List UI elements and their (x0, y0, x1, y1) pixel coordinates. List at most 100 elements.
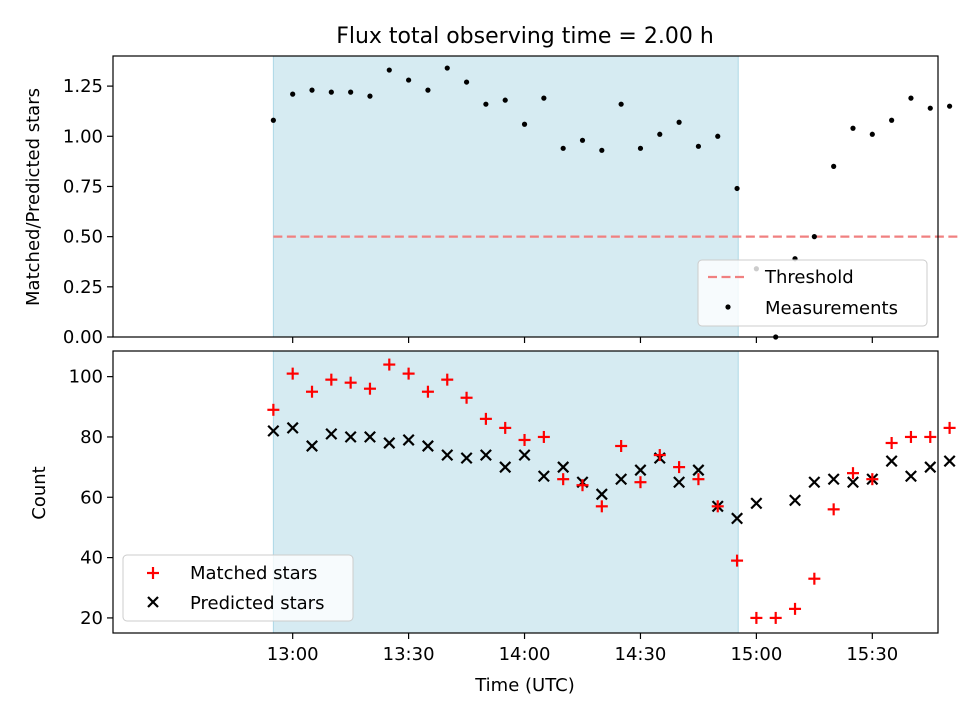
predicted-star-point (634, 464, 647, 477)
predicted-stroke (808, 476, 821, 489)
matched-star-point (286, 367, 299, 380)
matched-star-point (866, 473, 879, 486)
matched-star-point (557, 473, 570, 486)
predicted-stroke (847, 476, 859, 489)
y-tick-label: 0.50 (63, 227, 103, 248)
matched-star-point (499, 421, 512, 434)
measurement-point (908, 95, 914, 101)
measurement-point (831, 163, 837, 169)
count-y-axis-label: Count (29, 466, 50, 519)
predicted-star-point (808, 476, 821, 489)
predicted-star-point (789, 494, 802, 507)
measurement-point (463, 79, 470, 85)
predicted-stroke (518, 449, 531, 462)
predicted-star-point (479, 449, 492, 462)
measurement-point (695, 143, 702, 149)
ratio-axes-frame (112, 55, 939, 338)
legend-measurements-label: Measurements (765, 298, 898, 319)
ratio-legend: Threshold Measurements (697, 259, 928, 327)
predicted-star-point (537, 470, 550, 483)
matched-star-point (731, 554, 744, 567)
predicted-stroke (402, 433, 415, 446)
predicted-stroke (441, 449, 454, 462)
measurement-point (657, 131, 663, 137)
x-tick-label: 14:30 (615, 644, 667, 665)
measurement-point (715, 133, 721, 139)
predicted-star-point (499, 461, 512, 474)
predicted-stroke (363, 430, 376, 443)
predicted-star-point (306, 440, 318, 452)
measurement-point (811, 234, 817, 240)
predicted-star-point (460, 452, 473, 465)
x-tick-label: 15:00 (730, 644, 782, 665)
y-tick-label: 40 (80, 548, 103, 569)
count-y-ticks: 20 40 60 80 100 (69, 367, 113, 629)
measurement-point (270, 117, 276, 123)
y-tick-label: 20 (80, 608, 103, 629)
measurement-point (560, 145, 566, 151)
matched-star-point (537, 430, 550, 443)
ratio-x-ticks (292, 337, 873, 343)
measurement-point (541, 95, 547, 101)
matched-star-point (924, 430, 937, 443)
predicted-stroke (595, 488, 608, 501)
legend-predicted-swatch (147, 596, 159, 608)
measurement-point (406, 77, 412, 83)
matched-star-point (885, 436, 898, 449)
legend-matched-label: Matched stars (190, 563, 317, 584)
predicted-star-point (827, 473, 840, 486)
measurement-point (869, 131, 875, 137)
matched-star-point (441, 373, 454, 386)
predicted-stroke (306, 440, 318, 452)
matched-star-point (576, 479, 589, 492)
measurement-point (618, 101, 624, 107)
matched-star-point (789, 602, 802, 615)
matched-star-point (306, 385, 319, 398)
matched-star-point (711, 500, 724, 513)
matched-star-point (518, 433, 531, 446)
x-tick-label: 15:30 (846, 644, 898, 665)
predicted-stroke (904, 470, 917, 483)
matched-star-point (363, 382, 376, 395)
matched-star-point (904, 430, 917, 443)
predicted-star-point (286, 421, 299, 434)
predicted-star-point (904, 470, 917, 483)
count-points (267, 358, 956, 624)
predicted-stroke (325, 427, 338, 440)
matched-star-point (267, 403, 280, 416)
predicted-star-point (557, 461, 570, 474)
ratio-y-axis-label: Matched/Predicted stars (23, 88, 44, 306)
matched-star-point (383, 358, 396, 371)
y-tick-label: 60 (80, 487, 103, 508)
predicted-star-point (344, 430, 357, 443)
measurement-points (270, 65, 953, 340)
ratio-legend-box (697, 259, 928, 327)
chart-title: Flux total observing time = 2.00 h (336, 24, 714, 49)
measurement-point (348, 89, 354, 95)
predicted-star-point (673, 476, 686, 489)
predicted-stroke (827, 473, 840, 486)
matched-star-point (421, 385, 434, 398)
y-tick-label: 0.75 (63, 176, 103, 197)
predicted-stroke (673, 476, 686, 489)
predicted-star-point (518, 449, 531, 462)
ratio-y-ticks: 0.00 0.25 0.50 0.75 1.00 1.25 (63, 76, 113, 348)
matched-star-point (769, 611, 782, 624)
predicted-stroke (286, 421, 299, 434)
measurement-point (483, 101, 489, 107)
measurement-point (367, 93, 373, 99)
matched-star-point (692, 473, 705, 486)
predicted-stroke (885, 455, 898, 468)
legend-measurements-swatch (725, 304, 731, 310)
count-legend: Matched stars Predicted stars (122, 554, 354, 622)
measurement-point (579, 137, 586, 143)
x-tick-label: 14:00 (499, 644, 551, 665)
measurement-point (521, 121, 528, 127)
predicted-stroke (750, 497, 763, 510)
measurement-point (502, 97, 508, 103)
measurement-point (444, 65, 450, 71)
predicted-star-point (885, 455, 898, 468)
measurement-point (386, 67, 392, 73)
